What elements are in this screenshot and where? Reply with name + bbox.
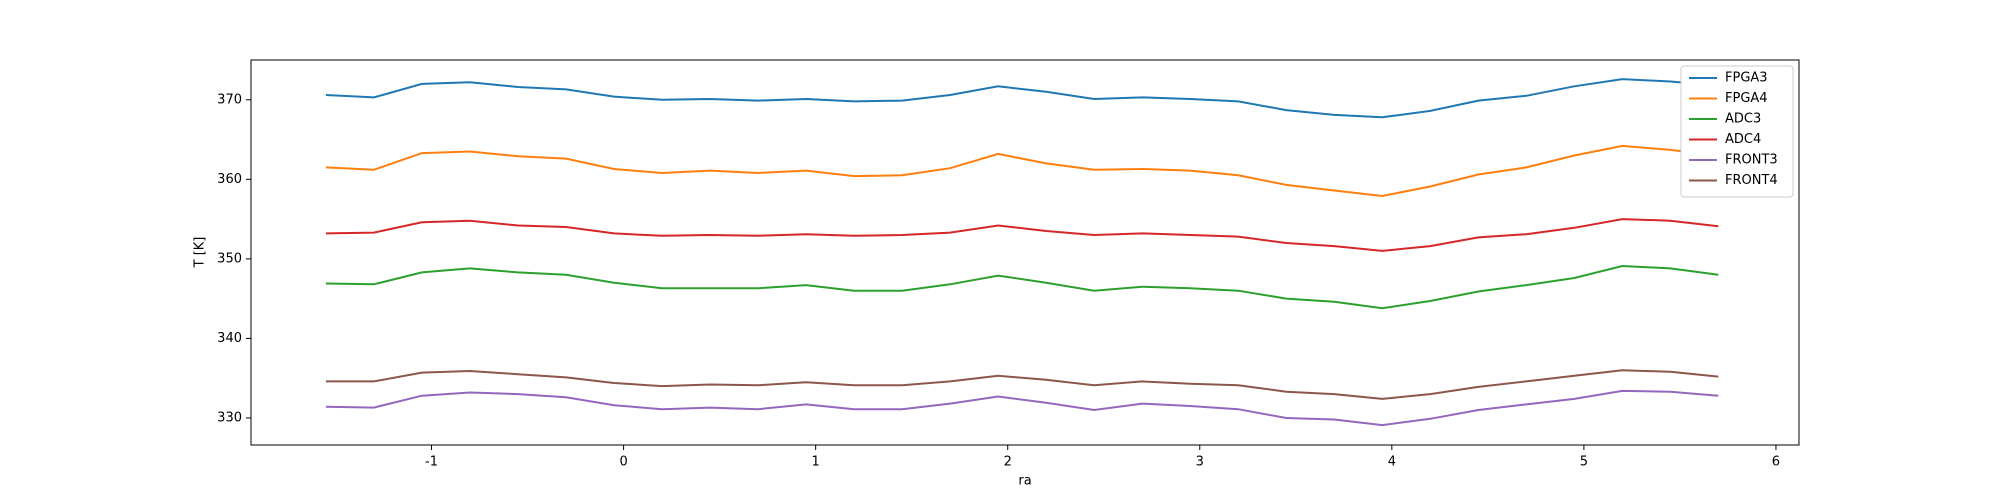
y-axis-label: T [K] — [193, 237, 208, 269]
y-tick-label: 330 — [217, 410, 242, 425]
x-axis-label: ra — [1018, 474, 1031, 489]
series-line — [325, 389, 1719, 427]
legend-label: ADC3 — [1725, 112, 1761, 127]
y-tick-label: 370 — [217, 92, 242, 107]
x-tick-label: 4 — [1388, 455, 1396, 470]
x-tick-label: -1 — [425, 455, 438, 470]
legend-label: FRONT4 — [1725, 173, 1778, 188]
x-tick-label: 1 — [812, 455, 820, 470]
x-tick-label: 0 — [619, 455, 627, 470]
x-tick-label: 3 — [1196, 455, 1204, 470]
legend-label: FRONT3 — [1725, 153, 1778, 168]
series-line — [325, 144, 1719, 198]
series-line — [325, 78, 1719, 119]
x-tick-label: 6 — [1772, 455, 1780, 470]
series-line — [325, 218, 1719, 252]
y-tick-label: 350 — [217, 251, 242, 266]
legend-label: FPGA4 — [1725, 91, 1768, 106]
y-tick-label: 360 — [217, 172, 242, 187]
plot-frame — [250, 59, 1800, 446]
x-tick-label: 5 — [1580, 455, 1588, 470]
series-line — [325, 264, 1719, 310]
legend-label: FPGA3 — [1725, 71, 1768, 86]
legend-label: ADC4 — [1725, 132, 1761, 147]
x-tick-label: 2 — [1004, 455, 1012, 470]
series-line — [325, 369, 1719, 400]
y-tick-label: 340 — [217, 331, 242, 346]
